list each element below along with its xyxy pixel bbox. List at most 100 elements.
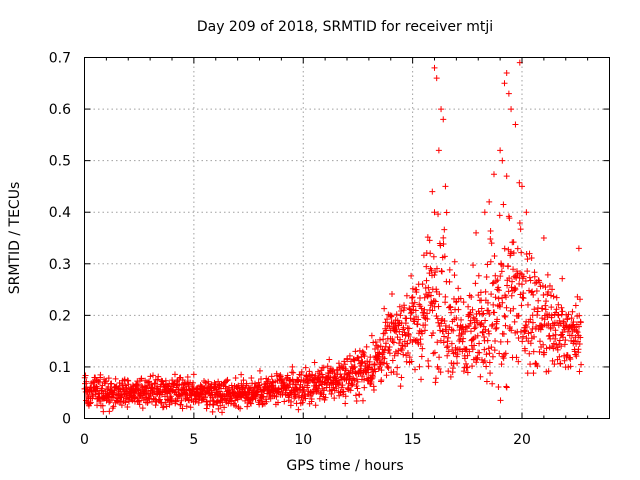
data-point xyxy=(432,298,439,305)
x-tick-label: 15 xyxy=(404,432,422,448)
x-axis-tick-labels: 0 5 10 15 20 xyxy=(80,432,531,448)
data-point xyxy=(406,305,413,312)
data-point xyxy=(408,358,415,365)
data-point xyxy=(482,317,489,324)
data-point xyxy=(479,311,486,318)
data-point xyxy=(441,253,448,260)
data-point xyxy=(406,325,413,332)
y-tick-label: 0.4 xyxy=(49,205,71,221)
data-point xyxy=(424,234,431,241)
data-point xyxy=(152,402,159,409)
data-point xyxy=(496,212,503,219)
data-point xyxy=(496,350,503,357)
data-point xyxy=(100,408,107,415)
data-point xyxy=(283,375,290,382)
data-point xyxy=(575,346,582,353)
data-point xyxy=(403,292,410,299)
data-point xyxy=(576,368,583,375)
data-point xyxy=(577,319,584,326)
data-point xyxy=(553,294,560,301)
data-point xyxy=(424,310,431,317)
data-point xyxy=(465,303,472,310)
data-point xyxy=(425,357,432,364)
data-point xyxy=(542,284,549,291)
data-point xyxy=(487,258,494,265)
data-point xyxy=(458,316,465,323)
data-point xyxy=(401,329,408,336)
data-point xyxy=(87,399,94,406)
data-point xyxy=(437,242,444,249)
data-point xyxy=(396,328,403,335)
data-point xyxy=(123,384,130,391)
data-point xyxy=(356,347,363,354)
data-point xyxy=(514,245,521,252)
data-point xyxy=(504,338,511,345)
data-point xyxy=(360,349,367,356)
data-point xyxy=(481,333,488,340)
data-point xyxy=(468,293,475,300)
data-point xyxy=(433,286,440,293)
data-point xyxy=(575,245,582,252)
data-point xyxy=(331,395,338,402)
data-point xyxy=(147,393,154,400)
data-point xyxy=(547,292,554,299)
data-point xyxy=(344,356,351,363)
data-point xyxy=(372,339,379,346)
data-point xyxy=(418,376,425,383)
data-point xyxy=(515,358,522,365)
data-point xyxy=(147,373,154,380)
data-point xyxy=(488,344,495,351)
data-point xyxy=(429,307,436,314)
data-point xyxy=(464,352,471,359)
data-point xyxy=(517,226,524,233)
data-point xyxy=(510,239,517,246)
data-point xyxy=(524,370,531,377)
data-point xyxy=(301,386,308,393)
data-point xyxy=(531,306,538,313)
data-point xyxy=(252,395,259,402)
data-point xyxy=(518,249,525,256)
data-point xyxy=(217,402,224,409)
data-point xyxy=(480,310,487,317)
data-point xyxy=(425,363,432,370)
data-point xyxy=(322,394,329,401)
data-point xyxy=(124,403,131,410)
data-point xyxy=(489,280,496,287)
data-point xyxy=(573,327,580,334)
data-point xyxy=(449,365,456,372)
data-point xyxy=(346,370,353,377)
y-tick-label: 0 xyxy=(62,412,71,428)
data-point xyxy=(375,344,382,351)
data-point xyxy=(437,369,444,376)
data-point xyxy=(320,364,327,371)
data-point xyxy=(464,364,471,371)
data-point xyxy=(526,350,533,357)
data-point xyxy=(518,281,525,288)
data-point xyxy=(284,372,291,379)
data-point xyxy=(436,323,443,330)
data-point xyxy=(408,294,415,301)
data-point xyxy=(486,359,493,366)
data-point xyxy=(419,330,426,337)
data-point xyxy=(473,229,480,236)
data-point xyxy=(390,368,397,375)
data-point xyxy=(547,325,554,332)
data-point xyxy=(151,395,158,402)
data-point xyxy=(521,328,528,335)
data-point xyxy=(255,382,262,389)
data-point xyxy=(418,353,425,360)
data-point xyxy=(265,376,272,383)
data-point xyxy=(528,329,535,336)
data-point xyxy=(477,289,484,296)
data-point xyxy=(298,368,305,375)
data-point xyxy=(302,395,309,402)
data-point xyxy=(575,323,582,330)
data-point xyxy=(438,317,445,324)
data-point xyxy=(353,398,360,405)
data-point xyxy=(368,332,375,339)
data-point xyxy=(86,400,93,407)
data-point xyxy=(203,405,210,412)
data-point xyxy=(312,402,319,409)
data-point xyxy=(523,323,530,330)
data-point xyxy=(443,209,450,216)
